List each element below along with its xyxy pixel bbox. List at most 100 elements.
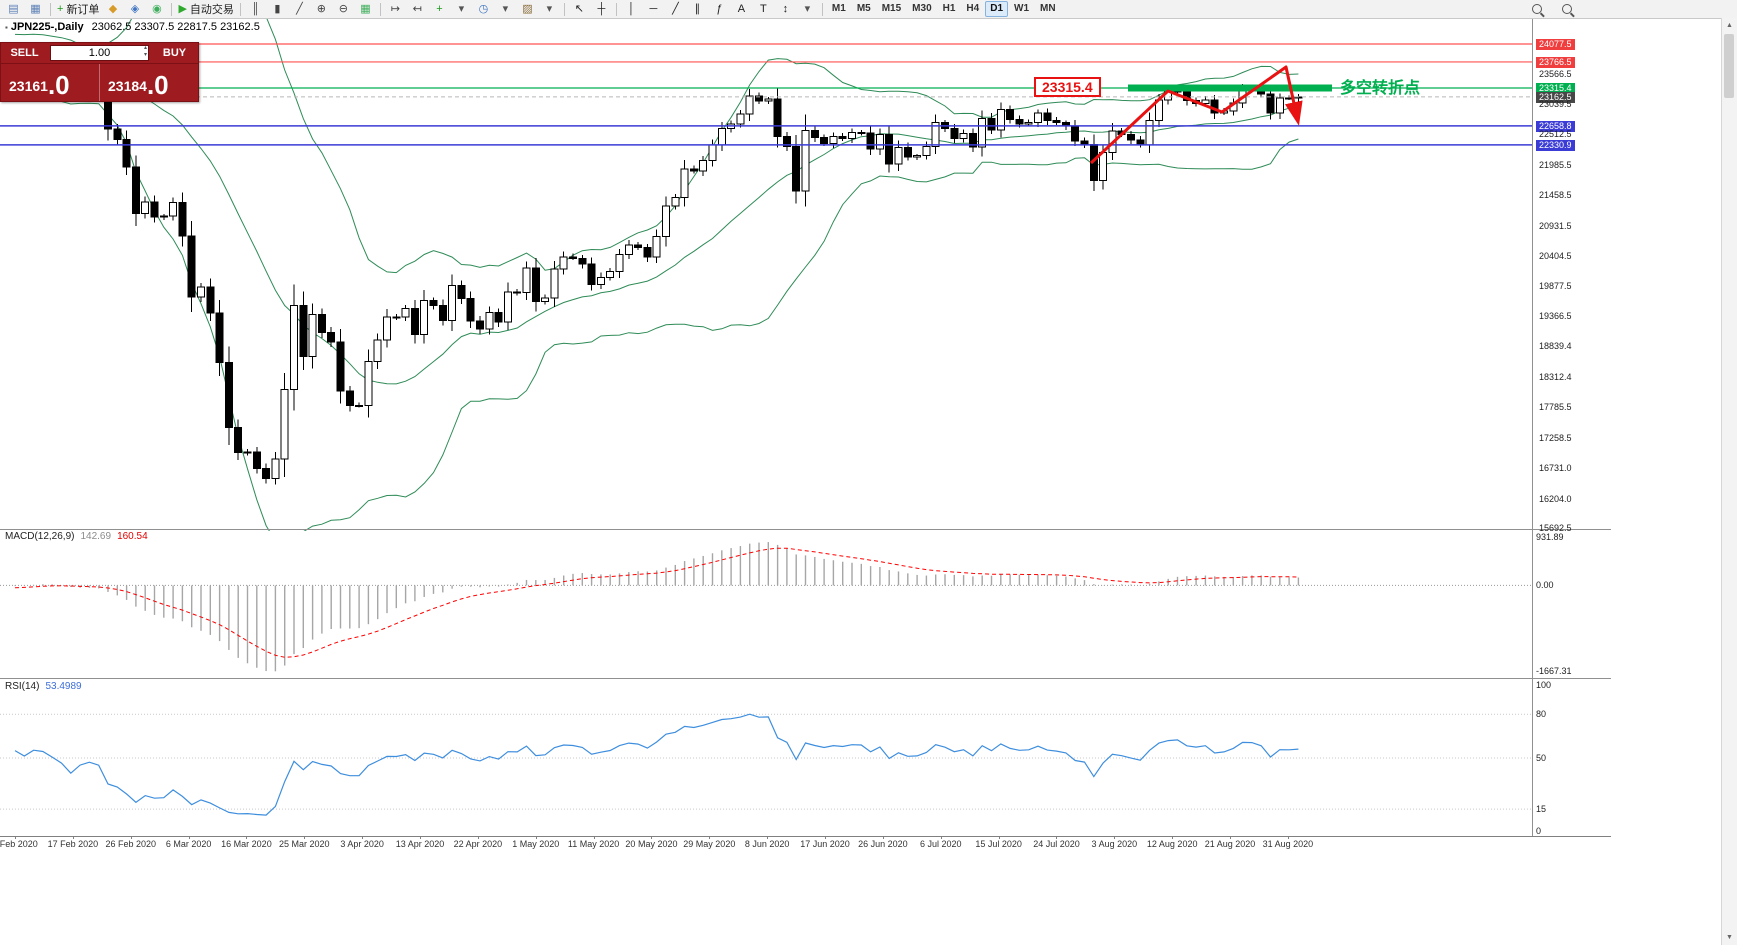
new-order-icon: + bbox=[57, 3, 64, 15]
timeframe-h4[interactable]: H4 bbox=[966, 3, 980, 14]
sell-button[interactable]: SELL bbox=[10, 47, 39, 59]
autotrading-button-label: 自动交易 bbox=[189, 4, 234, 16]
timeframe-mn[interactable]: MN bbox=[1040, 3, 1056, 14]
auto-scroll-icon[interactable]: ↦ bbox=[385, 1, 406, 17]
price-annotation-box[interactable]: 23315.4 bbox=[1034, 77, 1101, 97]
toolbar-separator bbox=[50, 2, 51, 16]
rsi-name: RSI(14) bbox=[5, 681, 40, 692]
bollinger-bands bbox=[14, 18, 1299, 531]
periods-dropdown-icon: ▾ bbox=[502, 3, 509, 15]
vertical-line-icon: │ bbox=[627, 3, 635, 15]
candlestick-chart-icon: ▮ bbox=[274, 3, 281, 15]
timeframe-m15[interactable]: M15 bbox=[881, 3, 902, 14]
indicators-icon: + bbox=[436, 3, 443, 15]
crosshair-icon[interactable]: ┼ bbox=[591, 1, 612, 17]
arrows-dropdown-icon[interactable]: ▾ bbox=[797, 1, 818, 17]
market-watch-icon: ◆ bbox=[108, 3, 118, 15]
macd-indicator-label: MACD(12,26,9) 142.69 160.54 bbox=[5, 531, 148, 542]
tile-windows-icon[interactable]: ▦ bbox=[355, 1, 376, 17]
templates-icon[interactable]: ▨ bbox=[517, 1, 538, 17]
cursor-icon[interactable]: ↖ bbox=[569, 1, 590, 17]
timeframe-d1[interactable]: D1 bbox=[985, 1, 1009, 17]
buy-price[interactable]: 23184.0 bbox=[100, 64, 198, 101]
chart-ohlc-readout: ▪ JPN225-,Daily 23062.5 23307.5 22817.5 23… bbox=[5, 21, 260, 33]
volume-field[interactable]: 1.00 ▴ ▾ bbox=[50, 45, 149, 61]
autotrading-button[interactable]: ▶ 自动交易 bbox=[176, 1, 235, 17]
text-icon: A bbox=[737, 3, 746, 15]
navigator-icon: ◉ bbox=[152, 3, 162, 15]
fibonacci-icon: ƒ bbox=[716, 3, 723, 15]
market-watch-icon[interactable]: ◆ bbox=[102, 1, 123, 17]
support-zone-bar[interactable] bbox=[1128, 84, 1332, 92]
scroll-up-button[interactable]: ▲ bbox=[1726, 22, 1733, 29]
level-lines[interactable] bbox=[0, 43, 1532, 146]
timeframe-m30[interactable]: M30 bbox=[912, 3, 932, 14]
arrows-dropdown-icon: ▾ bbox=[804, 3, 811, 15]
scrollbar-thumb[interactable] bbox=[1724, 34, 1734, 98]
vertical-scrollbar[interactable]: ▲ ▼ bbox=[1721, 18, 1737, 945]
chart-shift-icon: ↤ bbox=[412, 3, 423, 15]
spinner-up-icon[interactable]: ▴ bbox=[143, 45, 147, 51]
templates-icon: ▨ bbox=[522, 3, 533, 15]
horizontal-line-icon[interactable]: ─ bbox=[643, 1, 664, 17]
vertical-line-icon[interactable]: │ bbox=[621, 1, 642, 17]
toolbar-separator bbox=[821, 2, 823, 16]
search-icon[interactable] bbox=[1532, 4, 1542, 14]
timeframe-m5[interactable]: M5 bbox=[856, 3, 871, 14]
profile-windows-icon[interactable]: ▦ bbox=[25, 1, 46, 17]
new-order-button[interactable]: + 新订单 bbox=[55, 1, 101, 17]
chart-window-icon[interactable]: ▤ bbox=[3, 1, 24, 17]
macd-panel bbox=[0, 542, 1532, 672]
arrows-icon: ↕ bbox=[782, 3, 789, 15]
sell-price[interactable]: 23161.0 bbox=[1, 64, 100, 101]
horizontal-line-icon: ─ bbox=[649, 3, 658, 15]
rsi-value: 53.4989 bbox=[45, 681, 82, 692]
chart-shift-icon[interactable]: ↤ bbox=[407, 1, 428, 17]
sell-price-main: 23161 bbox=[9, 78, 48, 94]
crosshair-icon: ┼ bbox=[597, 3, 606, 15]
volume-spinner[interactable]: ▴ ▾ bbox=[144, 45, 147, 59]
trend-arrow[interactable] bbox=[1089, 65, 1303, 165]
timeframe-h1[interactable]: H1 bbox=[942, 3, 956, 14]
rsi-indicator-label: RSI(14) 53.4989 bbox=[5, 681, 82, 692]
toolbar-separator bbox=[615, 2, 617, 16]
scroll-down-button[interactable]: ▼ bbox=[1726, 934, 1733, 941]
fibonacci-icon[interactable]: ƒ bbox=[709, 1, 730, 17]
bar-chart-icon[interactable]: ║ bbox=[245, 1, 266, 17]
periods-icon: ◷ bbox=[478, 3, 489, 15]
toolbar-separator bbox=[171, 2, 173, 16]
timeframe-m1[interactable]: M1 bbox=[831, 3, 846, 14]
toolbar-right-group bbox=[1532, 4, 1572, 14]
tile-windows-icon: ▦ bbox=[360, 3, 371, 15]
indicators-dropdown-icon[interactable]: ▾ bbox=[451, 1, 472, 17]
profile-windows-icon: ▦ bbox=[30, 3, 41, 15]
turning-point-label[interactable]: 多空转折点 bbox=[1340, 80, 1421, 97]
symbol-marker-icon: ▪ bbox=[5, 23, 8, 32]
macd-name: MACD(12,26,9) bbox=[5, 531, 75, 542]
indicators-icon[interactable]: + bbox=[429, 1, 450, 17]
navigator-icon[interactable]: ◉ bbox=[146, 1, 167, 17]
data-window-icon[interactable]: ◈ bbox=[124, 1, 145, 17]
buy-button[interactable]: BUY bbox=[162, 47, 187, 59]
spinner-down-icon[interactable]: ▾ bbox=[143, 52, 147, 58]
channel-icon[interactable]: ∥ bbox=[687, 1, 708, 17]
trendline-icon[interactable]: ╱ bbox=[665, 1, 686, 17]
toolbar-separator bbox=[379, 2, 381, 16]
new-order-button-label: 新订单 bbox=[66, 4, 100, 16]
label-icon[interactable]: T bbox=[753, 1, 774, 17]
periods-dropdown-icon[interactable]: ▾ bbox=[495, 1, 516, 17]
templates-dropdown-icon[interactable]: ▾ bbox=[539, 1, 560, 17]
symbol-search-icon[interactable] bbox=[1562, 4, 1572, 14]
rsi-panel bbox=[0, 713, 1532, 816]
arrows-icon[interactable]: ↕ bbox=[775, 1, 796, 17]
one-click-trading-panel: SELL 1.00 ▴ ▾ BUY 23161.0 23184.0 bbox=[0, 42, 199, 102]
zoom-out-icon[interactable]: ⊖ bbox=[333, 1, 354, 17]
text-icon[interactable]: A bbox=[731, 1, 752, 17]
candlestick-chart-icon[interactable]: ▮ bbox=[267, 1, 288, 17]
line-chart-icon[interactable]: ╱ bbox=[289, 1, 310, 17]
timeframe-w1[interactable]: W1 bbox=[1014, 3, 1030, 14]
zoom-in-icon[interactable]: ⊕ bbox=[311, 1, 332, 17]
periods-icon[interactable]: ◷ bbox=[473, 1, 494, 17]
